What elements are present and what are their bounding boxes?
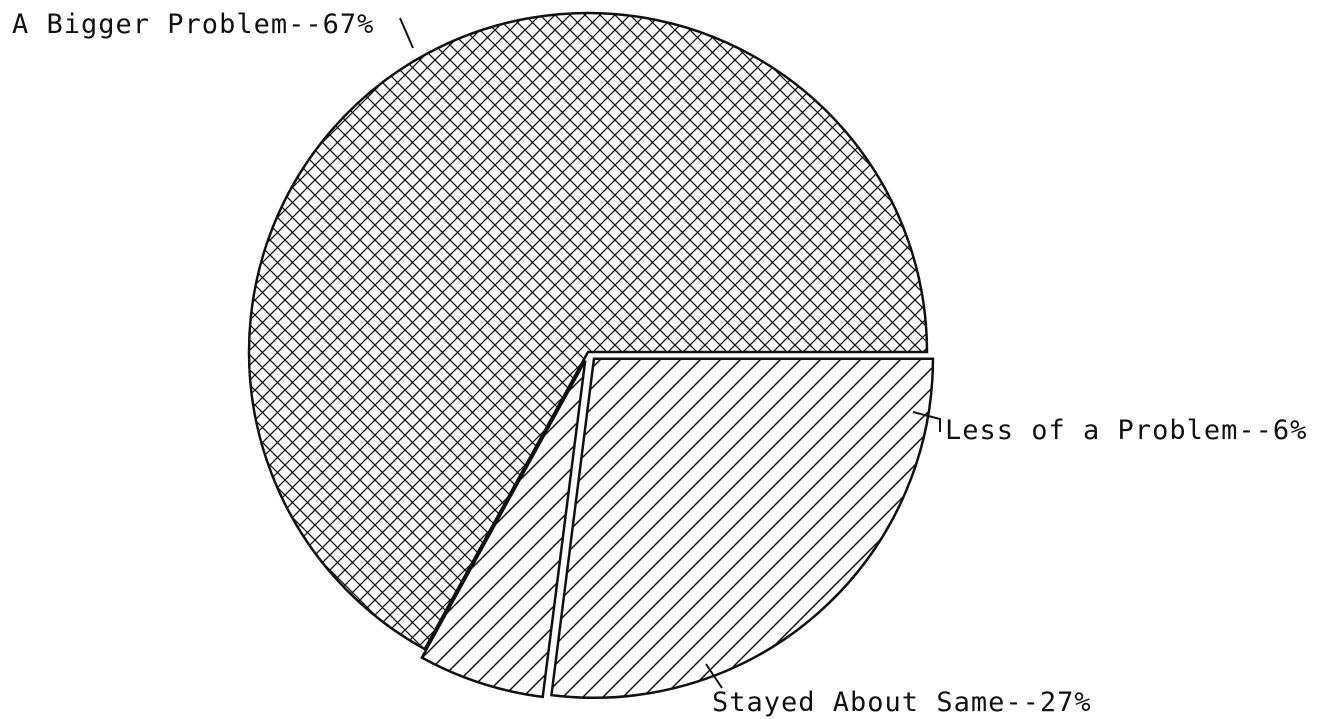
leader-line-bigger-problem bbox=[399, 17, 414, 49]
slice-bigger-problem bbox=[247, 11, 929, 651]
leader-line-stayed-same bbox=[705, 663, 723, 689]
slice-less-problem bbox=[420, 359, 587, 699]
label-less-problem: Less of a Problem--6% bbox=[945, 415, 1307, 446]
pie-labels: A Bigger Problem--67% Less of a Problem-… bbox=[12, 9, 1307, 718]
label-bigger-problem: A Bigger Problem--67% bbox=[12, 9, 374, 40]
slice-stayed-same bbox=[550, 357, 935, 699]
pie-slices bbox=[247, 11, 935, 699]
label-stayed-same: Stayed About Same--27% bbox=[712, 687, 1092, 718]
leader-line-less-problem bbox=[912, 411, 941, 432]
